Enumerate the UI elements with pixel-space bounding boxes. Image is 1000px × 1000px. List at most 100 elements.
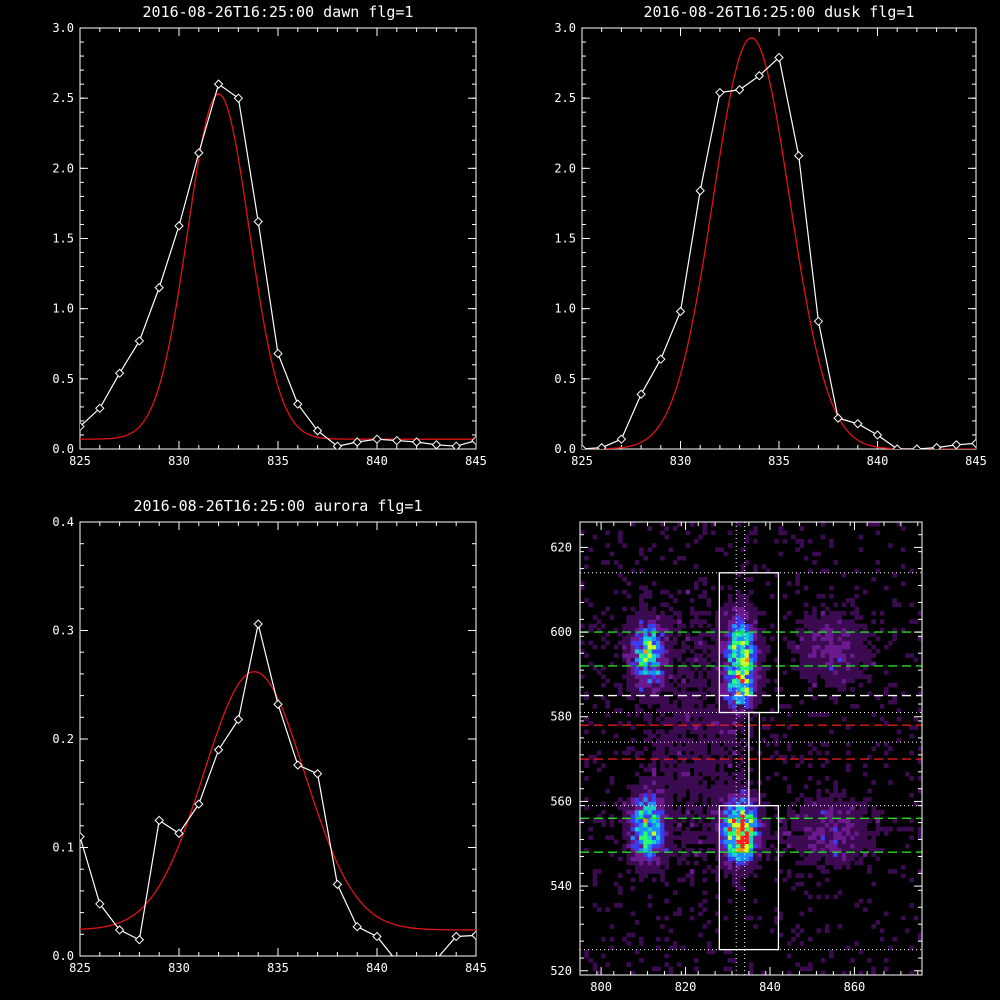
heatmap-cell	[618, 890, 623, 895]
heatmap-cell	[672, 941, 678, 946]
heatmap-cell	[672, 699, 678, 705]
heatmap-cell	[677, 657, 682, 663]
heatmap-cell	[732, 805, 737, 811]
heatmap-cell	[605, 543, 610, 548]
heatmap-cell	[672, 649, 678, 654]
y-tick-label: 620	[550, 540, 572, 554]
heatmap-cell	[643, 847, 648, 853]
heatmap-cell	[698, 746, 703, 752]
heatmap-cell	[740, 869, 746, 874]
heatmap-cell	[685, 530, 691, 536]
heatmap-cell	[647, 547, 653, 553]
heatmap-cell	[672, 687, 678, 692]
heatmap-cell	[723, 966, 729, 972]
heatmap-cell	[626, 831, 632, 836]
heatmap-cell	[702, 869, 708, 874]
heatmap-cell	[736, 826, 741, 832]
heatmap-cell	[723, 627, 729, 633]
heatmap-cell	[660, 788, 665, 794]
heatmap-cell	[791, 801, 796, 807]
heatmap-cell	[841, 809, 847, 815]
heatmap-cell	[715, 737, 720, 743]
heatmap-cell	[706, 763, 712, 768]
heatmap-cell	[643, 627, 648, 633]
heatmap-cell	[626, 822, 632, 828]
heatmap-cell	[639, 776, 644, 781]
heatmap-cell	[668, 843, 674, 849]
heatmap-cell	[820, 852, 826, 857]
heatmap-cell	[736, 522, 741, 527]
heatmap-cell	[732, 640, 737, 646]
heatmap-cell	[694, 784, 699, 790]
heatmap-cell	[824, 665, 830, 671]
heatmap-cell	[829, 818, 834, 823]
heatmap-cell	[799, 809, 805, 815]
heatmap-cell	[647, 674, 653, 680]
heatmap-cell	[698, 784, 703, 790]
heatmap-cell	[634, 869, 640, 874]
heatmap-cell	[719, 653, 724, 658]
heatmap-cell	[694, 716, 699, 722]
heatmap-cell	[816, 839, 822, 845]
heatmap-cell	[668, 653, 674, 658]
heatmap-cell	[681, 767, 686, 773]
heatmap-cell	[740, 792, 746, 798]
heatmap-cell	[795, 873, 800, 879]
heatmap-cell	[753, 898, 758, 904]
heatmap-cell	[820, 674, 826, 680]
heatmap-cell	[736, 864, 741, 870]
heatmap-cell	[892, 572, 898, 578]
heatmap-cell	[719, 843, 724, 849]
heatmap-cell	[748, 649, 754, 654]
heatmap-cell	[681, 729, 686, 735]
extraction-box	[748, 711, 761, 807]
heatmap-cell	[647, 835, 653, 840]
heatmap-cell	[719, 649, 724, 654]
heatmap-cell	[913, 915, 919, 921]
heatmap-cell	[601, 623, 606, 629]
heatmap-cell	[672, 746, 678, 752]
heatmap-cell	[727, 831, 733, 836]
heatmap-cell	[710, 771, 716, 777]
heatmap-cell	[647, 767, 653, 773]
heatmap-cell	[626, 644, 632, 650]
heatmap-cell	[651, 831, 657, 836]
heatmap-cell	[816, 809, 822, 815]
heatmap-cell	[719, 826, 724, 832]
heatmap-cell	[710, 784, 716, 790]
heatmap-cell	[702, 640, 708, 646]
heatmap-cell	[664, 835, 670, 840]
heatmap-cell	[702, 682, 708, 688]
heatmap-cell	[660, 657, 665, 663]
heatmap-cell	[677, 776, 682, 781]
heatmap-cell	[634, 801, 640, 807]
heatmap-cell	[744, 691, 750, 696]
heatmap-cell	[833, 843, 838, 849]
heatmap-cell	[829, 640, 834, 646]
heatmap-cell	[803, 831, 809, 836]
heatmap-cell	[829, 809, 834, 815]
heatmap-cell	[727, 708, 733, 713]
heatmap-cell	[702, 708, 708, 713]
heatmap-cell	[727, 606, 733, 612]
heatmap-cell	[812, 826, 817, 832]
heatmap-cell	[744, 856, 750, 862]
heatmap-cell	[685, 636, 691, 641]
heatmap-cell	[740, 822, 746, 828]
heatmap-cell	[664, 632, 670, 637]
heatmap-cell	[698, 805, 703, 811]
heatmap-cell	[672, 725, 678, 730]
heatmap-cell	[677, 610, 682, 616]
heatmap-cell	[786, 805, 792, 811]
heatmap-cell	[905, 928, 910, 934]
heatmap-cell	[626, 852, 632, 857]
heatmap-cell	[596, 869, 602, 874]
heatmap-cell	[681, 708, 686, 713]
heatmap-cell	[744, 873, 750, 879]
heatmap-cell	[799, 627, 805, 633]
heatmap-cell	[748, 847, 754, 853]
heatmap-cell	[841, 801, 847, 807]
heatmap-cell	[702, 661, 708, 667]
heatmap-cell	[706, 771, 712, 777]
heatmap-cell	[795, 881, 800, 887]
